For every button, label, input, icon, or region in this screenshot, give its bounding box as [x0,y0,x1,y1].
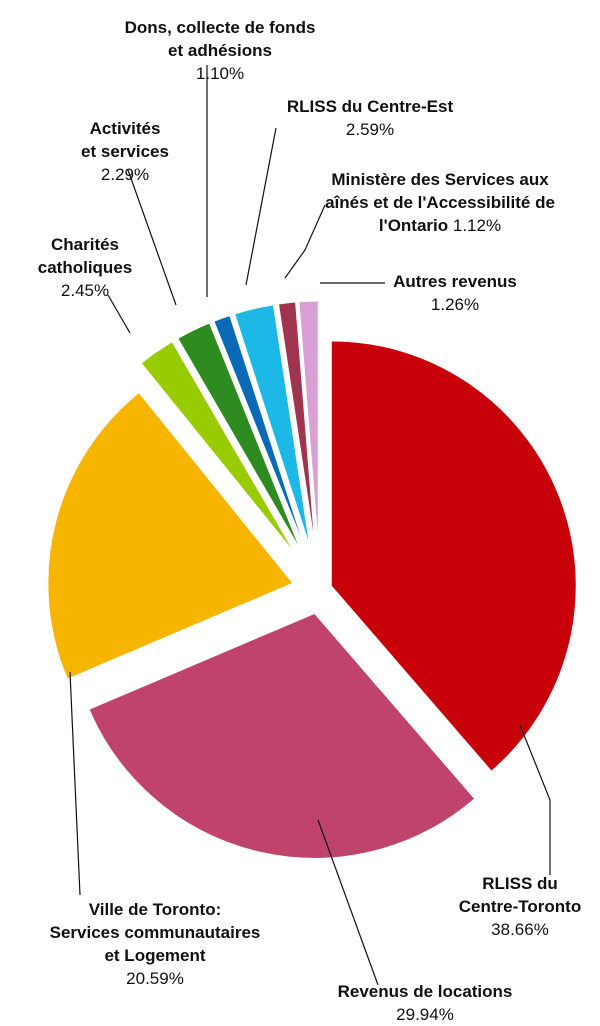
leader-line-charites-catholiques [107,294,131,334]
label-ministere-line3: l'Ontario [378,216,449,235]
label-ville-toronto-pct: 20.59% [126,969,184,988]
label-activites-services: Activités et services 2.29% [50,117,200,186]
leader-line-ville-toronto [69,671,81,896]
label-rliss-centre-toronto: RLISS du Centre-Toronto 38.66% [440,872,600,941]
label-revenus-locations-line1: Revenus de locations [337,982,513,1001]
label-ville-toronto-line2: Services communautaires [49,923,261,942]
label-rliss-centre-est: RLISS du Centre-Est 2.59% [250,95,490,141]
slice-rliss-centre-toronto [330,340,577,772]
label-dons-collecte-pct: 1.10% [195,64,245,83]
label-charites-catholiques-line1: Charités [50,235,120,254]
label-rliss-centre-toronto-line1: RLISS du [482,874,558,893]
label-dons-collecte-line2: et adhésions [168,41,272,60]
label-ville-toronto: Ville de Toronto: Services communautaire… [10,898,300,990]
label-rliss-centre-est-pct: 2.59% [345,120,395,139]
slice-rliss-centre-est [234,304,311,548]
leader-line-revenus-locations [317,819,379,986]
label-charites-catholiques: Charités catholiques 2.45% [15,233,155,302]
label-charites-catholiques-line2: catholiques [37,258,133,277]
label-rliss-centre-est-line1: RLISS du Centre-Est [286,97,454,116]
slice-dons-collecte [213,314,306,549]
label-ministere-line1: Ministère des Services aux [331,170,549,189]
label-dons-collecte-line1: Dons, collecte de fonds [124,18,316,37]
slice-ministere [277,301,316,547]
slice-ville-toronto [47,391,294,680]
label-ville-toronto-line1: Ville de Toronto: [88,900,222,919]
label-rliss-centre-toronto-line2: Centre-Toronto [458,897,582,916]
label-activites-services-line2: et services [81,142,169,161]
leader-line-ministere [284,204,326,279]
label-autres-revenus: Autres revenus 1.26% [370,270,540,316]
leader-line-rliss-centre-toronto [519,724,551,875]
slice-autres-revenus [298,300,319,547]
label-autres-revenus-pct: 1.26% [430,295,480,314]
label-revenus-locations-pct: 29.94% [396,1005,454,1024]
label-activites-services-pct: 2.29% [100,165,150,184]
label-autres-revenus-line1: Autres revenus [393,272,517,291]
slice-revenus-locations [88,612,476,859]
label-rliss-centre-toronto-pct: 38.66% [491,920,549,939]
label-activites-services-line1: Activités [89,119,161,138]
label-ministere: Ministère des Services aux aînés et de l… [290,168,590,237]
leader-line-rliss-centre-est [245,127,277,286]
slice-charites-catholiques [140,341,296,555]
label-ministere-pct: 1.12% [452,216,502,235]
label-dons-collecte: Dons, collecte de fonds et adhésions 1.1… [70,16,370,85]
slice-activites-services [177,322,302,551]
label-ville-toronto-line3: et Logement [104,946,206,965]
label-charites-catholiques-pct: 2.45% [60,281,110,300]
label-revenus-locations: Revenus de locations 29.94% [300,980,550,1026]
leader-line-activites-services [127,169,177,306]
label-ministere-line2: aînés et de l'Accessibilité de [325,193,555,212]
